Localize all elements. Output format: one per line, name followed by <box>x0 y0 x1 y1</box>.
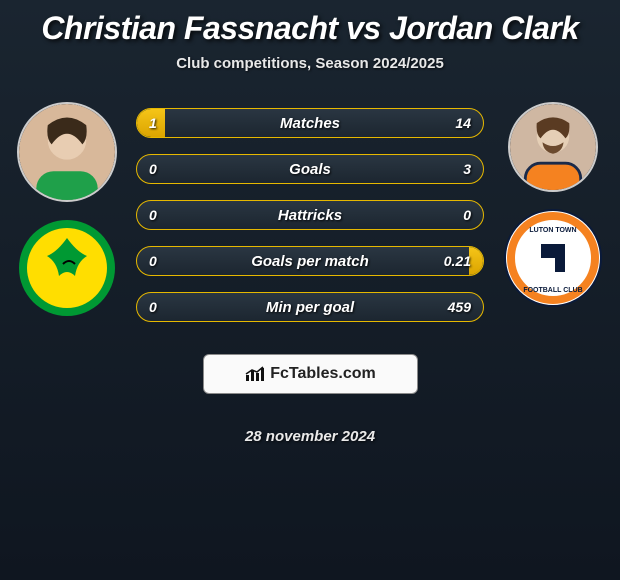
stat-bar-goals: 0 Goals 3 <box>136 154 484 184</box>
crest-text: LUTON TOWN <box>529 227 576 234</box>
stat-bar-hattricks: 0 Hattricks 0 <box>136 200 484 230</box>
stat-label: Matches <box>280 115 340 132</box>
comparison-card: Christian Fassnacht vs Jordan Clark Club… <box>0 0 620 445</box>
stat-value-right: 14 <box>455 115 471 131</box>
stat-value-left: 0 <box>149 299 157 315</box>
stat-label: Hattricks <box>278 207 342 224</box>
avatar-placeholder-icon <box>19 102 115 202</box>
stat-label: Goals <box>289 161 331 178</box>
stat-label: Goals per match <box>251 253 369 270</box>
stat-value-right: 0 <box>463 207 471 223</box>
stat-value-left: 0 <box>149 253 157 269</box>
brand-text: FcTables.com <box>270 365 376 383</box>
main-row: 1 Matches 14 0 Goals 3 0 Hattricks 0 <box>8 102 612 445</box>
stat-bar-goals-per-match: 0 Goals per match 0.21 <box>136 246 484 276</box>
crest-icon: LUTON TOWN FOOTBALL CLUB <box>503 208 603 308</box>
stats-column: 1 Matches 14 0 Goals 3 0 Hattricks 0 <box>122 102 498 445</box>
stat-value-right: 0.21 <box>444 253 471 269</box>
page-subtitle: Club competitions, Season 2024/2025 <box>8 55 612 72</box>
left-player-avatar <box>17 102 117 202</box>
right-club-crest: LUTON TOWN FOOTBALL CLUB <box>503 208 603 308</box>
stat-value-left: 0 <box>149 161 157 177</box>
stat-bar-matches: 1 Matches 14 <box>136 108 484 138</box>
stat-value-left: 0 <box>149 207 157 223</box>
right-column: LUTON TOWN FOOTBALL CLUB <box>498 102 608 308</box>
chart-icon <box>244 365 266 383</box>
stat-value-left: 1 <box>149 115 157 131</box>
stat-value-right: 3 <box>463 161 471 177</box>
crest-icon <box>17 218 117 318</box>
svg-text:FOOTBALL CLUB: FOOTBALL CLUB <box>523 287 582 294</box>
avatar-placeholder-icon <box>510 102 596 192</box>
page-title: Christian Fassnacht vs Jordan Clark <box>8 10 612 47</box>
stat-value-right: 459 <box>448 299 471 315</box>
stat-label: Min per goal <box>266 299 354 316</box>
right-player-avatar <box>508 102 598 192</box>
left-column <box>12 102 122 318</box>
footer-date: 28 november 2024 <box>136 428 484 445</box>
stat-bar-min-per-goal: 0 Min per goal 459 <box>136 292 484 322</box>
stat-fill-right <box>469 247 483 275</box>
left-club-crest <box>17 218 117 318</box>
brand-box[interactable]: FcTables.com <box>203 354 418 394</box>
